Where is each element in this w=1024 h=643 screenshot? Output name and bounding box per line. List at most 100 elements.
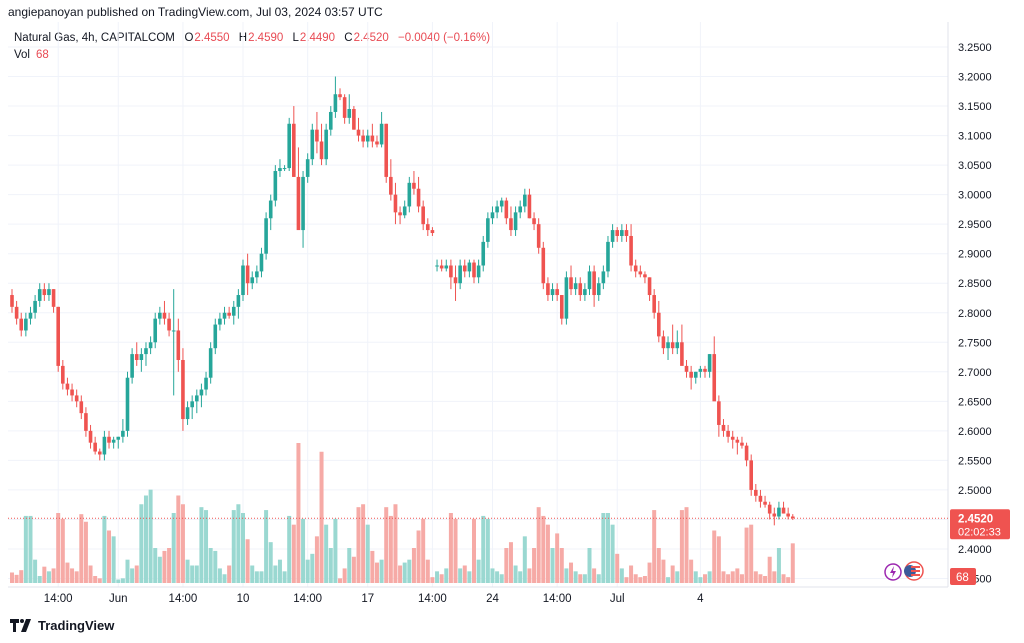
- volume-bar: [730, 571, 735, 583]
- candle-body: [227, 312, 231, 316]
- candle-body: [629, 235, 633, 266]
- candle-body: [14, 306, 19, 319]
- volume-bar: [384, 507, 389, 583]
- volume-bar: [120, 578, 125, 583]
- volume-bar: [277, 559, 282, 583]
- candle-body: [384, 123, 389, 177]
- tradingview-footer[interactable]: TradingView: [10, 618, 114, 633]
- candle-body: [777, 507, 781, 517]
- candle-body: [624, 230, 629, 236]
- volume-bar: [545, 524, 550, 583]
- countdown-value: 02:02:33: [958, 526, 1001, 538]
- candle-body: [305, 159, 310, 177]
- time-tick-label: 14:00: [44, 593, 73, 605]
- candle-body: [88, 430, 93, 443]
- price-tick-label: 2.9000: [958, 249, 992, 261]
- volume-bar: [684, 507, 689, 583]
- volume-bar: [735, 568, 740, 583]
- candle-body: [93, 442, 97, 452]
- candle-body: [587, 271, 592, 290]
- candle-body: [74, 395, 79, 402]
- volume-bar: [435, 571, 440, 583]
- publisher-header: angiepanoyan published on TradingView.co…: [8, 5, 383, 19]
- candle-body: [518, 206, 522, 213]
- volume-bar: [721, 571, 726, 583]
- candle-body: [726, 430, 730, 437]
- price-axis: 3.2500 3.2000 3.1500 3.1000 3.0500 3.0000 2.95…: [958, 42, 992, 586]
- symbol-name[interactable]: Natural Gas, 4h, CAPITALCOM: [14, 32, 175, 44]
- candle-body: [615, 230, 620, 236]
- candle-body: [536, 224, 541, 248]
- candle-body: [754, 489, 758, 496]
- candle-body: [670, 342, 675, 349]
- candle-body: [490, 212, 495, 219]
- candle-body: [583, 289, 587, 296]
- close-label: C: [344, 32, 353, 44]
- volume-bar: [698, 577, 703, 583]
- volume-bar: [393, 504, 398, 583]
- volume-bar: [476, 559, 481, 583]
- footer-brand: TradingView: [38, 618, 115, 633]
- volume-bar: [199, 507, 204, 583]
- volume-bar: [305, 559, 310, 583]
- volume-bar: [398, 565, 403, 583]
- volume-bar: [74, 571, 79, 583]
- candle-body: [481, 241, 486, 266]
- flag-stripe-icon: [911, 570, 920, 572]
- candle-body: [116, 436, 121, 440]
- candle-body: [661, 336, 666, 349]
- candle-body: [523, 194, 527, 207]
- candle-body: [292, 123, 296, 177]
- event-icons: [884, 561, 924, 581]
- volume-bar: [508, 542, 513, 583]
- volume-bar: [569, 562, 574, 583]
- candle-body: [767, 504, 772, 514]
- volume-bar: [652, 510, 657, 583]
- candle-body: [352, 109, 356, 130]
- candle-body: [148, 342, 153, 349]
- volume-bar: [679, 510, 684, 583]
- volume-bar: [241, 513, 245, 583]
- volume-bar: [744, 527, 749, 583]
- candle-body: [758, 495, 763, 502]
- volume-bar: [93, 576, 98, 583]
- vol-label[interactable]: Vol: [14, 49, 30, 61]
- candle-body: [310, 129, 315, 160]
- candle-body: [712, 354, 717, 402]
- volume-bar: [379, 559, 384, 583]
- candle-body: [259, 253, 264, 272]
- candle-body: [19, 318, 24, 331]
- volume-bar: [439, 574, 444, 583]
- time-tick-label: 14:00: [543, 593, 572, 605]
- candle-body: [65, 383, 70, 390]
- candle-body: [208, 348, 213, 378]
- candle-body: [236, 295, 241, 307]
- candle-body: [606, 241, 610, 272]
- volume-bar: [338, 578, 343, 583]
- candle-body: [125, 377, 130, 431]
- high-value: 2.4590: [248, 32, 284, 44]
- volume-bar: [638, 577, 643, 583]
- volume-tag-value: 68: [956, 572, 969, 584]
- volume-bar: [573, 571, 578, 583]
- volume-bar: [374, 562, 379, 583]
- candle-body: [772, 513, 777, 517]
- volume-bar: [70, 568, 75, 583]
- volume-bar: [647, 562, 652, 583]
- volume-bar: [296, 443, 301, 583]
- candle-body: [763, 501, 767, 505]
- volume-bar: [629, 565, 634, 583]
- volume-bar: [342, 568, 347, 583]
- candle-body: [268, 200, 273, 219]
- candle-body: [347, 109, 352, 118]
- candle-body: [51, 289, 56, 307]
- volume-bar: [42, 566, 47, 583]
- candles: [10, 76, 795, 526]
- volume-bar: [467, 571, 472, 583]
- volume-bar: [23, 515, 28, 583]
- candle-body: [449, 265, 453, 278]
- candle-body: [426, 224, 430, 231]
- candle-body: [402, 206, 407, 216]
- candle-body: [79, 401, 84, 414]
